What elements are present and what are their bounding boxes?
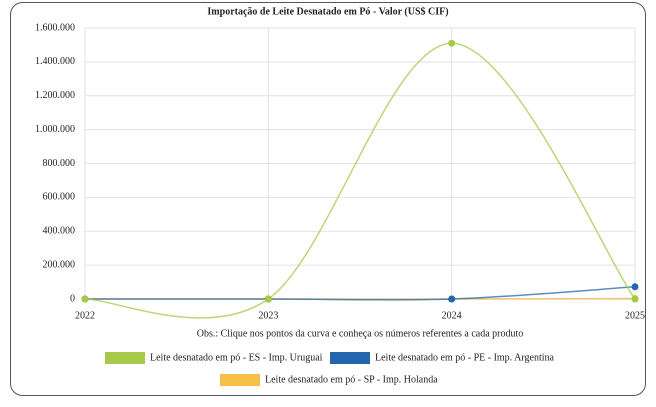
y-tick-label: 1.000.000 — [35, 124, 75, 135]
y-tick-label: 1.200.000 — [35, 90, 75, 101]
legend-label: Leite desnatado em pó - PE - Imp. Argent… — [375, 352, 554, 363]
chart-title: Importação de Leite Desnatado em Pó - Va… — [207, 6, 448, 17]
x-tick-label: 2023 — [258, 310, 278, 321]
x-tick-label: 2024 — [442, 310, 462, 321]
y-tick-label: 200.000 — [43, 259, 76, 270]
series-line — [84, 42, 636, 319]
data-point[interactable] — [631, 283, 639, 291]
y-tick-label: 400.000 — [43, 226, 76, 237]
data-point[interactable] — [448, 39, 456, 47]
x-tick-label: 2025 — [625, 310, 645, 321]
legend-swatch — [330, 352, 370, 364]
note: Obs.: Clique nos pontos da curva e conhe… — [197, 328, 524, 339]
y-tick-label: 600.000 — [43, 192, 76, 203]
series-line — [85, 286, 636, 301]
y-tick-label: 0 — [70, 293, 75, 304]
legend-label: Leite desnatado em pó - SP - Imp. Holand… — [265, 374, 438, 385]
data-point[interactable] — [81, 295, 89, 303]
legend-label: Leite desnatado em pó - ES - Imp. Urugua… — [150, 352, 323, 363]
data-point[interactable] — [631, 295, 639, 303]
y-tick-label: 1.400.000 — [35, 56, 75, 67]
x-tick-label: 2022 — [75, 310, 95, 321]
y-tick-label: 1.600.000 — [35, 22, 75, 33]
data-point[interactable] — [264, 295, 272, 303]
legend-swatch — [105, 352, 145, 364]
y-tick-label: 800.000 — [43, 158, 76, 169]
data-point[interactable] — [448, 295, 456, 303]
legend-swatch — [220, 374, 260, 386]
